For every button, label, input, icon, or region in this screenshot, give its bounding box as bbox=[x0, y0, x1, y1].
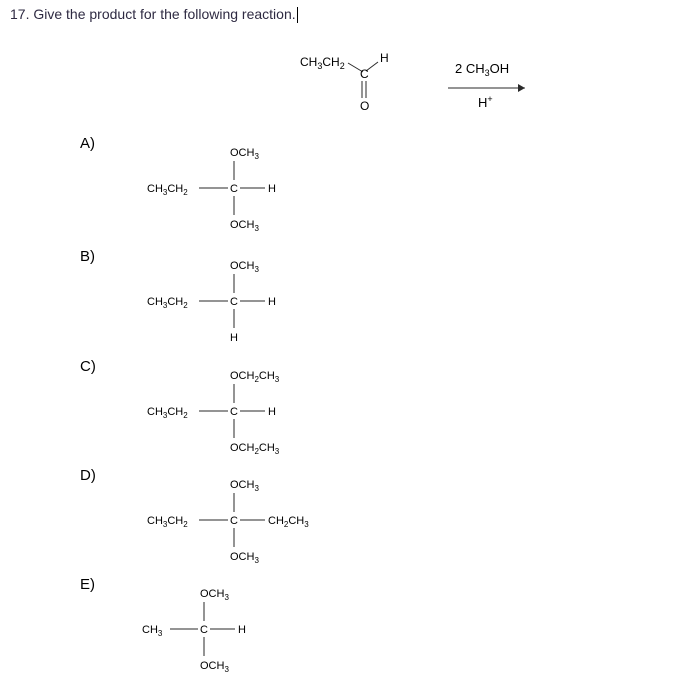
structure-a: OCH3 CH3CH2 C H OCH3 bbox=[145, 142, 325, 242]
b-top: OCH3 bbox=[230, 260, 259, 274]
a-right: H bbox=[268, 183, 276, 195]
structure-d: OCH3 CH3CH2 C CH2CH3 OCH3 bbox=[145, 474, 365, 574]
reagent-bottom: H+ bbox=[478, 94, 493, 110]
reagent-top: 2 CH3OH bbox=[455, 61, 509, 78]
d-center-c: C bbox=[230, 515, 238, 527]
question-stem: 17. Give the product for the following r… bbox=[10, 6, 298, 23]
structure-b: OCH3 CH3CH2 C H H bbox=[145, 255, 325, 355]
choice-label-b: B) bbox=[80, 248, 95, 265]
b-left: CH3CH2 bbox=[147, 296, 188, 310]
a-top: OCH3 bbox=[230, 147, 259, 161]
e-left: CH3 bbox=[142, 624, 163, 638]
reaction-svg: CH3CH2 H C O 2 CH3OH H+ bbox=[300, 48, 560, 118]
reaction-scheme: CH3CH2 H C O 2 CH3OH H+ bbox=[300, 48, 560, 118]
e-bottom: OCH3 bbox=[200, 660, 229, 674]
choice-label-c: C) bbox=[80, 358, 96, 375]
a-left: CH3CH2 bbox=[147, 183, 188, 197]
d-top: OCH3 bbox=[230, 479, 259, 493]
c-bottom: OCH2CH3 bbox=[230, 442, 280, 456]
c-right: H bbox=[268, 406, 276, 418]
b-center-c: C bbox=[230, 296, 238, 308]
d-bottom: OCH3 bbox=[230, 551, 259, 565]
a-center-c: C bbox=[230, 183, 238, 195]
c-top: OCH2CH3 bbox=[230, 370, 280, 384]
c-center-c: C bbox=[230, 406, 238, 418]
question-text: Give the product for the following react… bbox=[33, 6, 295, 22]
choice-label-d: D) bbox=[80, 467, 96, 484]
rxn-ethyl: CH3CH2 bbox=[300, 55, 345, 71]
rxn-h: H bbox=[380, 51, 389, 65]
e-center-c: C bbox=[200, 624, 208, 636]
b-right: H bbox=[268, 296, 276, 308]
a-bottom: OCH3 bbox=[230, 219, 259, 233]
reaction-arrow-head bbox=[518, 84, 525, 92]
structure-e: OCH3 CH3 C H OCH3 bbox=[130, 583, 310, 683]
rxn-o: O bbox=[360, 99, 369, 113]
e-top: OCH3 bbox=[200, 588, 229, 602]
question-number: 17. bbox=[10, 6, 29, 22]
text-cursor bbox=[297, 7, 298, 23]
structure-c: OCH2CH3 CH3CH2 C H OCH2CH3 bbox=[145, 365, 345, 465]
rxn-c: C bbox=[360, 67, 369, 81]
e-right: H bbox=[238, 624, 246, 636]
d-left: CH3CH2 bbox=[147, 515, 188, 529]
d-right: CH2CH3 bbox=[268, 515, 309, 529]
choice-label-e: E) bbox=[80, 576, 95, 593]
c-left: CH3CH2 bbox=[147, 406, 188, 420]
choice-label-a: A) bbox=[80, 135, 95, 152]
b-bottom: H bbox=[230, 332, 238, 344]
